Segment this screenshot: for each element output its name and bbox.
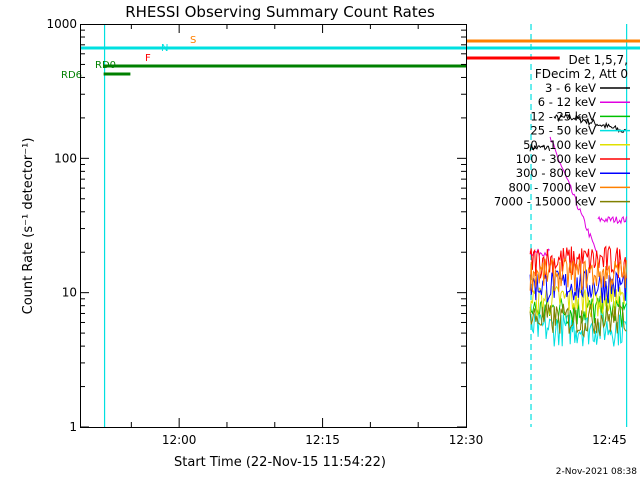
flag-labels: N S F RD0 RD6 [61,35,196,81]
flag-label-rd6: RD6 [61,70,82,81]
flag-label-n: N [161,43,168,54]
y-tick-label: 100 [54,151,77,165]
flag-label-rd0: RD0 [95,60,116,71]
legend-label: 100 - 300 keV [516,152,596,166]
flag-bars [80,39,640,76]
legend-header-detectors: Det 1,5,7, [569,53,629,67]
series-line [529,245,627,280]
y-tick-label: 1 [69,420,77,434]
plot-frame [80,24,467,428]
y-tick-label: 1000 [46,17,77,31]
legend-label: 800 - 7000 keV [508,180,596,194]
footer-date: 2-Nov-2021 08:38 [556,467,638,477]
legend-label: 50 - 100 keV [523,138,596,152]
chart-title: RHESSI Observing Summary Count Rates [125,3,435,21]
x-tick-label: 12:45 [592,433,627,447]
legend-label: 6 - 12 keV [538,95,596,109]
legend-label: 3 - 6 keV [545,81,596,95]
series-line [529,302,627,338]
series-layer [529,112,628,347]
legend-label: 7000 - 15000 keV [494,195,596,209]
flag-lines [103,24,628,427]
legend-label: 300 - 800 keV [516,166,596,180]
series-line [529,112,626,152]
y-tick-label: 10 [62,286,77,300]
legend-label: 12 - 25 keV [530,109,596,123]
legend-header-decimation: FDecim 2, Att 0 [535,67,628,81]
y-axis: 1 10 100 1000 [46,17,466,434]
y-axis-label: Count Rate (s⁻¹ detector⁻¹) [21,138,36,315]
series-line [529,258,627,293]
series-line [529,311,627,347]
x-tick-label: 12:30 [449,433,484,447]
series-line [529,268,627,304]
legend-label: 25 - 50 keV [530,124,596,138]
x-axis-label: Start Time (22-Nov-15 11:54:22) [174,455,386,470]
flag-label-s: S [190,35,196,46]
flag-label-f: F [145,53,151,64]
x-tick-label: 12:00 [162,433,197,447]
x-tick-label: 12:15 [305,433,340,447]
series-line [529,136,628,257]
